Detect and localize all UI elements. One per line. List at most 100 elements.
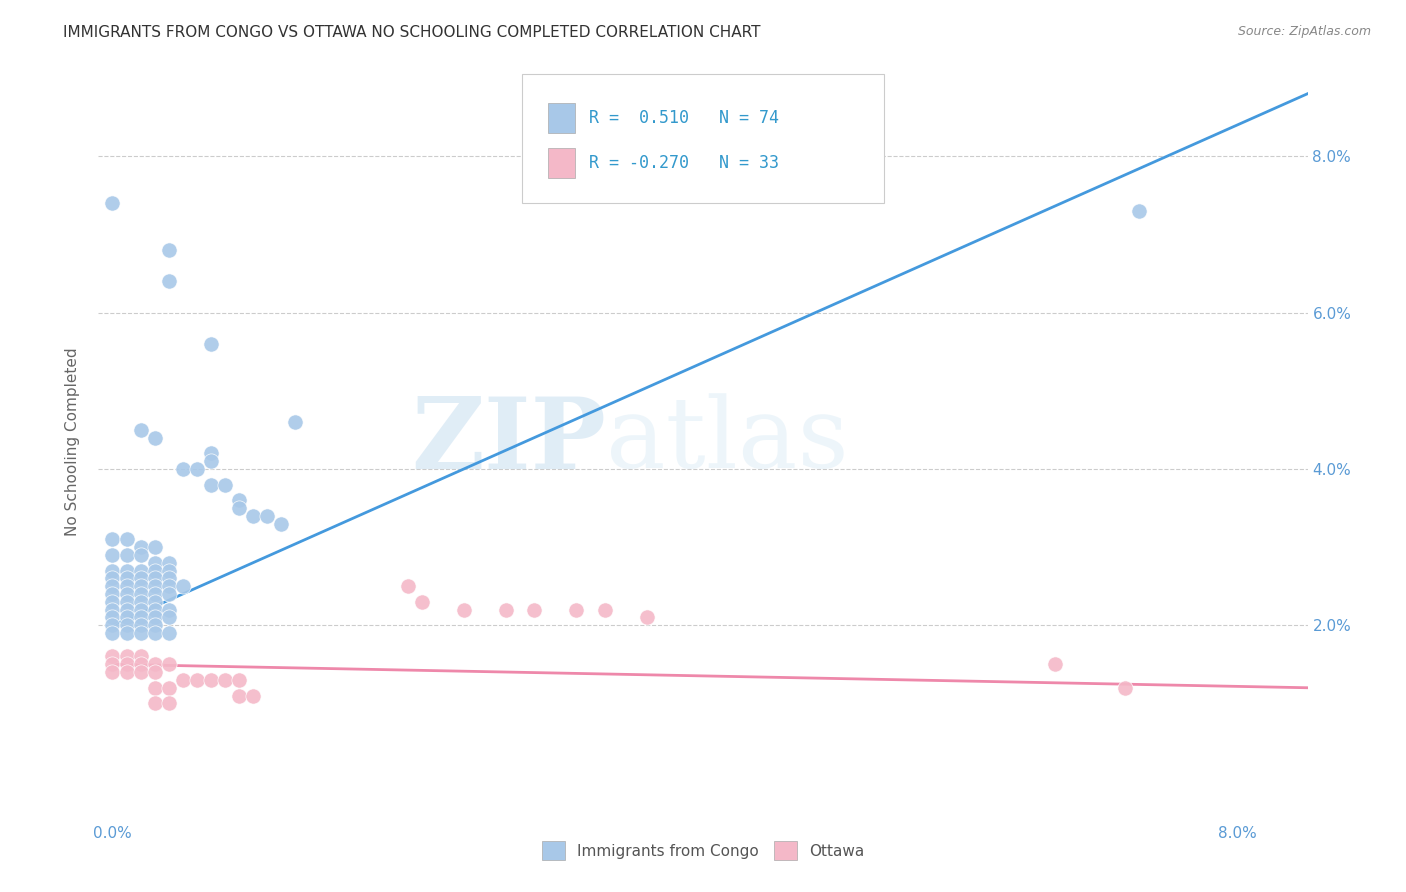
Point: [200, 446, 222, 460]
Point: [101, 657, 124, 672]
Point: [101, 548, 124, 562]
Point: [143, 595, 166, 609]
Point: [115, 618, 138, 632]
Point: [157, 681, 180, 695]
Point: [172, 673, 194, 687]
Point: [157, 571, 180, 585]
Point: [115, 665, 138, 680]
Point: [157, 243, 180, 257]
Point: [101, 564, 124, 578]
Point: [143, 564, 166, 578]
Text: atlas: atlas: [606, 393, 849, 490]
Point: [157, 274, 180, 288]
Point: [186, 673, 208, 687]
Point: [129, 626, 152, 640]
Point: [115, 626, 138, 640]
Point: [101, 602, 124, 616]
Point: [115, 564, 138, 578]
Point: [157, 610, 180, 624]
Point: [396, 579, 419, 593]
Point: [270, 516, 292, 531]
Point: [101, 587, 124, 601]
Legend: Immigrants from Congo, Ottawa: Immigrants from Congo, Ottawa: [536, 835, 870, 866]
Point: [129, 548, 152, 562]
Point: [453, 602, 475, 616]
Point: [172, 462, 194, 476]
Point: [115, 579, 138, 593]
Point: [129, 595, 152, 609]
Point: [143, 618, 166, 632]
Point: [228, 673, 250, 687]
Point: [129, 610, 152, 624]
Point: [411, 595, 433, 609]
Point: [157, 556, 180, 570]
Point: [129, 564, 152, 578]
Point: [172, 579, 194, 593]
Point: [157, 602, 180, 616]
Point: [115, 610, 138, 624]
Point: [143, 431, 166, 445]
Point: [143, 610, 166, 624]
Point: [157, 697, 180, 711]
Text: R = -0.270   N = 33: R = -0.270 N = 33: [589, 154, 779, 172]
Point: [523, 602, 546, 616]
Point: [143, 571, 166, 585]
Point: [115, 595, 138, 609]
Point: [101, 665, 124, 680]
Text: IMMIGRANTS FROM CONGO VS OTTAWA NO SCHOOLING COMPLETED CORRELATION CHART: IMMIGRANTS FROM CONGO VS OTTAWA NO SCHOO…: [63, 25, 761, 40]
Point: [200, 673, 222, 687]
Text: ZIP: ZIP: [412, 393, 606, 490]
Point: [200, 454, 222, 468]
FancyBboxPatch shape: [548, 103, 575, 133]
Point: [242, 508, 264, 523]
Point: [200, 336, 222, 351]
Point: [129, 579, 152, 593]
Point: [284, 415, 307, 429]
Point: [115, 571, 138, 585]
Point: [228, 500, 250, 515]
Point: [129, 602, 152, 616]
Point: [143, 681, 166, 695]
Point: [115, 649, 138, 664]
Point: [143, 657, 166, 672]
Point: [636, 610, 658, 624]
Point: [593, 602, 616, 616]
Point: [101, 610, 124, 624]
Point: [157, 564, 180, 578]
Point: [115, 587, 138, 601]
Point: [129, 540, 152, 554]
Point: [214, 673, 236, 687]
Point: [143, 540, 166, 554]
Point: [157, 579, 180, 593]
Point: [143, 556, 166, 570]
Point: [143, 665, 166, 680]
Point: [214, 477, 236, 491]
Point: [157, 626, 180, 640]
Point: [129, 657, 152, 672]
Point: [101, 533, 124, 547]
Point: [115, 548, 138, 562]
Point: [143, 626, 166, 640]
Y-axis label: No Schooling Completed: No Schooling Completed: [65, 347, 80, 536]
Text: R =  0.510   N = 74: R = 0.510 N = 74: [589, 109, 779, 127]
Point: [186, 462, 208, 476]
Point: [101, 649, 124, 664]
Point: [129, 587, 152, 601]
Point: [129, 618, 152, 632]
Point: [157, 657, 180, 672]
Text: Source: ZipAtlas.com: Source: ZipAtlas.com: [1237, 25, 1371, 38]
Point: [143, 579, 166, 593]
Point: [129, 649, 152, 664]
Point: [101, 618, 124, 632]
Point: [101, 595, 124, 609]
Point: [101, 626, 124, 640]
Point: [143, 587, 166, 601]
Point: [565, 602, 588, 616]
Point: [143, 697, 166, 711]
Point: [228, 493, 250, 508]
Point: [129, 665, 152, 680]
Point: [157, 587, 180, 601]
Point: [129, 423, 152, 437]
Point: [256, 508, 278, 523]
Point: [228, 689, 250, 703]
